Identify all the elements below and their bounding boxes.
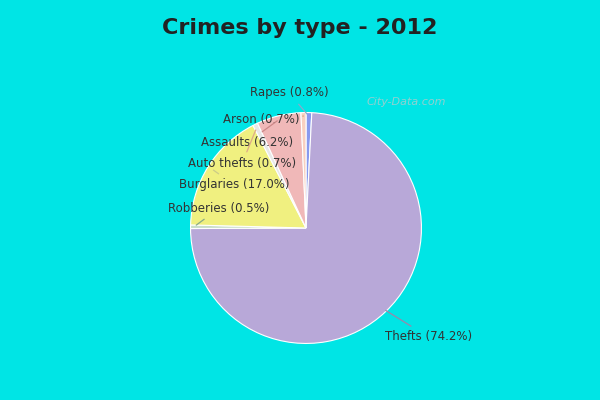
Text: Crimes by type - 2012: Crimes by type - 2012 [163, 18, 437, 38]
Text: City-Data.com: City-Data.com [367, 97, 446, 107]
Wedge shape [191, 225, 306, 228]
Text: Arson (0.7%): Arson (0.7%) [223, 113, 304, 126]
Text: Thefts (74.2%): Thefts (74.2%) [385, 310, 472, 343]
Text: Robberies (0.5%): Robberies (0.5%) [168, 202, 269, 225]
Text: Rapes (0.8%): Rapes (0.8%) [250, 86, 328, 114]
Wedge shape [191, 126, 306, 228]
Wedge shape [306, 112, 312, 228]
Text: Burglaries (17.0%): Burglaries (17.0%) [179, 170, 289, 191]
Text: Auto thefts (0.7%): Auto thefts (0.7%) [188, 130, 296, 170]
Wedge shape [301, 112, 306, 228]
Wedge shape [191, 113, 421, 344]
Text: Assaults (6.2%): Assaults (6.2%) [201, 121, 293, 149]
Wedge shape [257, 113, 306, 228]
Wedge shape [253, 123, 306, 228]
